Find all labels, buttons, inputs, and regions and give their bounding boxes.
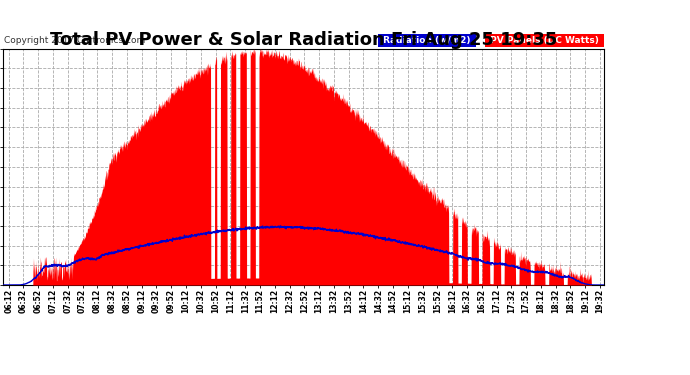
Text: PV Panels (DC Watts): PV Panels (DC Watts) — [487, 36, 602, 45]
Text: Radiation (w/m2): Radiation (w/m2) — [380, 36, 474, 45]
Title: Total PV Power & Solar Radiation Fri Aug 25 19:35: Total PV Power & Solar Radiation Fri Aug… — [50, 31, 558, 49]
Text: Copyright 2017 Cartronics.com: Copyright 2017 Cartronics.com — [4, 36, 146, 45]
